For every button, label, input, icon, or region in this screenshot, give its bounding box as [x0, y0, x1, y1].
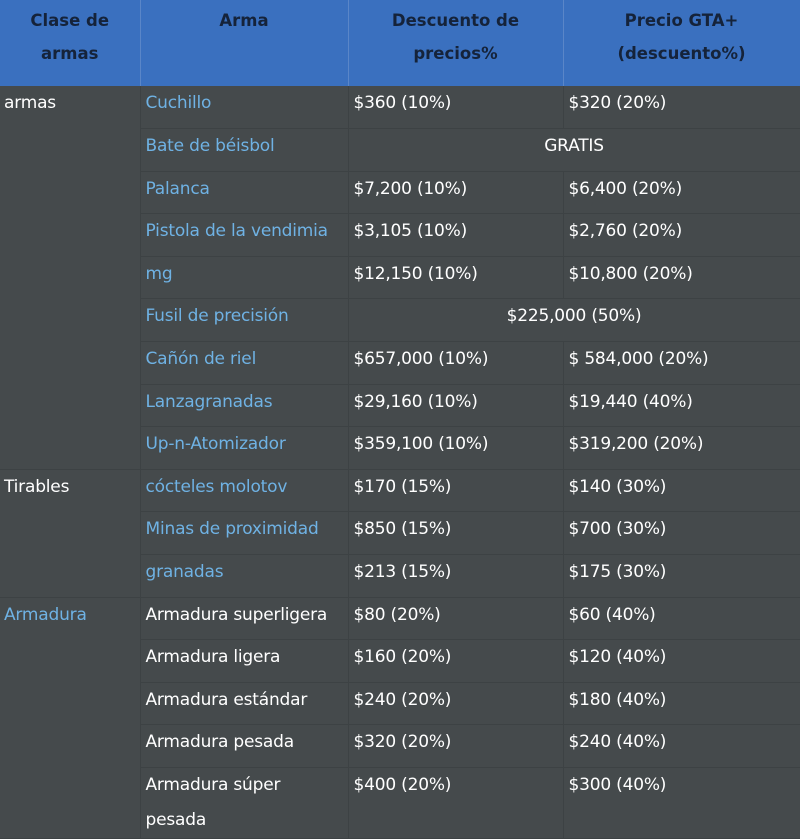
weapon-cell: mg	[140, 256, 349, 300]
price-cell: $2,760 (20%)	[563, 213, 800, 257]
price-cell: $180 (40%)	[563, 682, 800, 726]
weapon-cell: Palanca	[140, 171, 349, 215]
table-row: Fusil de precisión $225,000 (50%)	[0, 298, 800, 343]
price-cell: $ 584,000 (20%)	[563, 341, 800, 385]
price-cell: $60 (40%)	[563, 597, 800, 641]
weapon-cell: Bate de béisbol	[140, 128, 349, 172]
header-cell: Arma	[140, 0, 349, 86]
table-row: Palanca $7,200 (10%) $6,400 (20%)	[0, 171, 800, 215]
weapon-link[interactable]: mg	[145, 263, 173, 284]
weapon-link[interactable]: granadas	[145, 562, 224, 583]
price-cell: $700 (30%)	[563, 511, 800, 556]
price-cell: $175 (30%)	[563, 554, 800, 598]
class-cell: Tirables	[0, 469, 141, 598]
price-cell: $225,000 (50%)	[348, 298, 800, 343]
table-row: Lanzagranadas $29,160 (10%) $19,440 (40%)	[0, 384, 800, 428]
table-row: Armadura pesada $320 (20%) $240 (40%)	[0, 724, 800, 768]
weapon-cell: Minas de proximidad	[140, 511, 349, 556]
price-cell: $240 (40%)	[563, 724, 800, 768]
weapon-cell: Lanzagranadas	[140, 384, 349, 428]
price-cell: $160 (20%)	[348, 639, 564, 683]
weapon-link[interactable]: Palanca	[145, 178, 210, 199]
weapon-cell: Armadura ligera	[140, 639, 349, 683]
price-cell: $400 (20%)	[348, 767, 564, 839]
class-link[interactable]: Armadura	[4, 604, 87, 625]
price-cell: $359,100 (10%)	[348, 426, 564, 470]
weapon-cell: cócteles molotov	[140, 469, 349, 513]
price-cell: $6,400 (20%)	[563, 171, 800, 215]
weapon-cell: Cañón de riel	[140, 341, 349, 385]
price-cell: $850 (15%)	[348, 511, 564, 556]
price-cell: $657,000 (10%)	[348, 341, 564, 385]
weapon-cell: Armadura superligera	[140, 597, 349, 641]
header-cell: Clase de armas	[0, 0, 141, 86]
weapon-link[interactable]: Lanzagranadas	[145, 391, 273, 412]
weapon-cell: Pistola de la vendimia	[140, 213, 349, 257]
price-cell: $213 (15%)	[348, 554, 564, 598]
table-body: armas Cuchillo $360 (10%) $320 (20%) Bate de…	[0, 86, 800, 839]
price-cell: $19,440 (40%)	[563, 384, 800, 428]
weapon-link[interactable]: cócteles molotov	[145, 476, 288, 497]
price-cell: $120 (40%)	[563, 639, 800, 683]
table-row: Armadura Armadura superligera $80 (20%) $60…	[0, 597, 800, 839]
price-cell: $3,105 (10%)	[348, 213, 564, 257]
table-row: granadas $213 (15%) $175 (30%)	[0, 554, 800, 598]
weapon-link[interactable]: Fusil de precisión	[145, 306, 289, 327]
price-cell: $29,160 (10%)	[348, 384, 564, 428]
weapon-link[interactable]: Bate de béisbol	[145, 136, 275, 157]
weapon-link[interactable]: Up-n-Atomizador	[145, 434, 286, 455]
table-row: Up-n-Atomizador $359,100 (10%) $319,200 (2…	[0, 426, 800, 470]
weapon-link[interactable]: Cuchillo	[145, 93, 212, 113]
price-cell: $300 (40%)	[563, 767, 800, 839]
price-cell: $80 (20%)	[348, 597, 564, 641]
class-cell: Armadura	[0, 597, 141, 839]
table-row: Armadura ligera $160 (20%) $120 (40%)	[0, 639, 800, 683]
header-cell: Precio GTA+ (descuento%)	[563, 0, 800, 86]
price-cell: $7,200 (10%)	[348, 171, 564, 215]
price-cell: $240 (20%)	[348, 682, 564, 726]
class-cell: armas	[0, 86, 141, 470]
weapon-cell: Fusil de precisión	[140, 298, 349, 343]
price-cell: $320 (20%)	[348, 724, 564, 768]
table-row: Bate de béisbol GRATIS	[0, 128, 800, 172]
price-cell: $320 (20%)	[563, 86, 800, 130]
price-cell: $10,800 (20%)	[563, 256, 800, 300]
table-row: armas Cuchillo $360 (10%) $320 (20%)	[0, 86, 800, 470]
table-row: Armadura estándar $240 (20%) $180 (40%)	[0, 682, 800, 726]
header-cell: Descuento de precios%	[348, 0, 564, 86]
table-row: Minas de proximidad $850 (15%) $700 (30%)	[0, 511, 800, 556]
weapon-link[interactable]: Cañón de riel	[145, 349, 257, 370]
price-cell: $360 (10%)	[348, 86, 564, 130]
table-row: mg $12,150 (10%) $10,800 (20%)	[0, 256, 800, 300]
weapon-cell: Armadura estándar	[140, 682, 349, 726]
weapon-cell: Up-n-Atomizador	[140, 426, 349, 470]
price-cell: $319,200 (20%)	[563, 426, 800, 470]
table-header: Clase de armas Arma Descuento de precios% P…	[0, 0, 800, 86]
weapon-cell: Cuchillo	[140, 86, 349, 130]
weapon-cell: Armadura pesada	[140, 724, 349, 768]
price-cell: $170 (15%)	[348, 469, 564, 513]
price-cell: $140 (30%)	[563, 469, 800, 513]
weapon-cell: granadas	[140, 554, 349, 598]
weapon-link[interactable]: Pistola de la vendimia	[145, 221, 329, 242]
weapon-link[interactable]: Minas de proximidad	[145, 519, 319, 540]
table-row: Tirables cócteles molotov $170 (15%) $140 (…	[0, 469, 800, 598]
price-cell: $12,150 (10%)	[348, 256, 564, 300]
price-cell: GRATIS	[348, 128, 800, 172]
header-row: Clase de armas Arma Descuento de precios% P…	[0, 0, 800, 86]
weapon-cell: Armadura súper pesada	[140, 767, 349, 839]
table-row: Pistola de la vendimia $3,105 (10%) $2,760…	[0, 213, 800, 257]
table-row: Cañón de riel $657,000 (10%) $ 584,000 (20…	[0, 341, 800, 385]
